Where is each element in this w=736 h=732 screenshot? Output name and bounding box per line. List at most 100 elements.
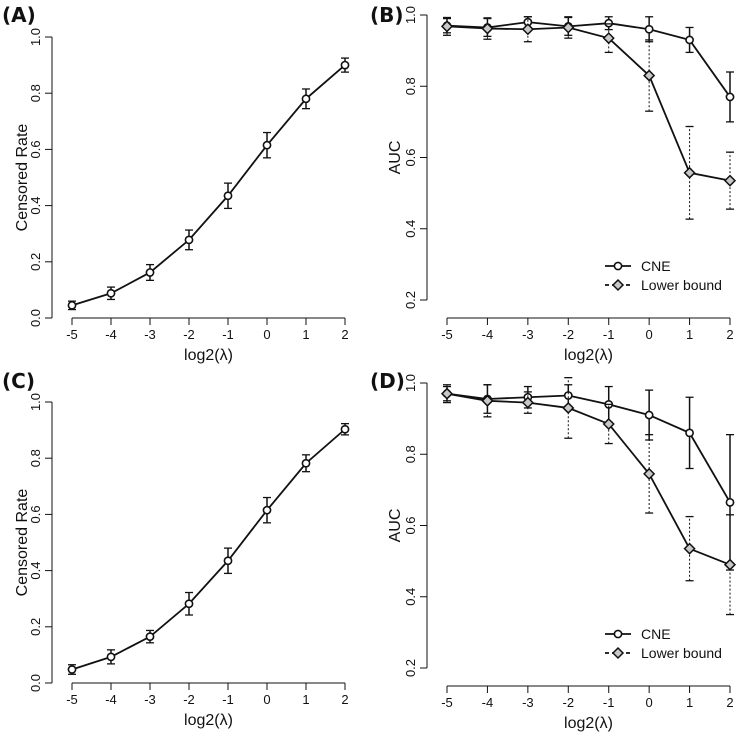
x-tick-label: -4 [482,695,494,710]
data-point [685,35,694,45]
x-tick-label: 2 [726,695,733,710]
series-line [446,392,731,566]
data-point [67,665,77,674]
legend-label: CNE [641,258,671,274]
legend-label: Lower bound [641,645,722,661]
x-tick-label: 1 [302,692,309,707]
series-line [446,392,731,503]
x-tick-label: -4 [105,327,117,342]
x-tick-label: -2 [183,692,195,707]
series-censored-rate [67,422,350,675]
x-tick-label: -3 [522,695,534,710]
data-point [145,632,155,642]
y-axis-title: Censored Rate [14,489,31,597]
legend: CNE Lower bound [605,626,722,661]
data-point [685,428,694,438]
series-lower-bound [440,377,736,616]
y-tick-label: 0.8 [403,445,418,463]
y-axis-title: AUC [387,509,404,543]
y-tick-label: 0.2 [403,659,418,677]
x-tick-label: 0 [646,327,653,342]
x-tick-label: 1 [302,327,309,342]
data-point [184,599,194,609]
x-tick-label: -5 [441,695,453,710]
x-tick-label: -4 [482,327,494,342]
x-tick-label: -5 [66,327,78,342]
x-tick-label: 2 [726,327,733,342]
legend-label: Lower bound [641,277,722,293]
x-tick-label: -4 [105,692,117,707]
data-point [604,18,614,28]
data-point [602,32,615,45]
data-point [723,558,736,571]
data-point [481,394,494,407]
data-point [563,391,573,400]
series-line [446,25,731,182]
data-point [562,21,575,34]
y-tick-label: 0.4 [28,197,43,215]
y-tick-label: 0.4 [403,220,418,238]
x-axis-title: log2(λ) [564,715,613,732]
y-tick-label: 0.2 [403,291,418,309]
y-tick-label: 1.0 [403,6,418,24]
data-point [67,300,77,310]
panel-label: (A) [2,3,36,27]
panel-label: (B) [370,3,404,27]
data-point [683,166,696,179]
chart-panel-4: (D) -5 -4 -3 -2 -1 0 1 2 log2(λ) 0.2 0.4 0.6 0.8 1.0 AU… [370,369,736,732]
data-point [223,556,233,566]
legend-marker [611,278,625,292]
data-point [301,94,311,104]
data-point [683,542,696,555]
data-point [644,24,654,34]
chart-panel-1: (A) -5 -4 -3 -2 -1 0 1 2 log2(λ) 0.0 0.2 0.4 0.6 0.8 1.… [2,3,350,364]
series-line [71,428,346,671]
x-axis-title: log2(λ) [564,347,613,364]
y-axis-title: Censored Rate [14,124,31,232]
data-point [340,424,350,434]
series-censored-rate [67,57,350,311]
series-cne [442,384,735,571]
y-tick-label: 0.0 [28,309,43,327]
legend: CNE Lower bound [605,258,722,293]
y-tick-label: 0.4 [28,562,43,580]
y-axis-title: AUC [387,141,404,175]
y-tick-label: 0.8 [403,77,418,95]
data-point [602,417,615,431]
x-tick-label: 1 [686,327,693,342]
series-line [71,64,346,307]
y-tick-label: 0.2 [28,618,43,636]
x-tick-label: 2 [341,327,348,342]
chart-panel-3: (C) -5 -4 -3 -2 -1 0 1 2 log2(λ) 0.0 0.2 0.4 0.6 0.8 1.… [2,369,350,729]
data-point [223,191,233,201]
data-point [643,69,656,82]
y-tick-label: 0.4 [403,588,418,606]
data-point [184,235,194,245]
x-axis-title: log2(λ) [184,347,233,364]
x-tick-label: -3 [144,692,156,707]
x-tick-label: -2 [563,327,575,342]
data-point [301,458,311,468]
data-point [521,396,534,409]
y-tick-label: 0.8 [28,84,43,102]
x-tick-label: 2 [341,692,348,707]
y-tick-label: 0.0 [28,674,43,692]
x-tick-label: -5 [441,327,453,342]
x-tick-label: -1 [603,695,615,710]
data-point [440,20,454,33]
chart-panel-2: (B) -5 -4 -3 -2 -1 0 1 2 log2(λ) 0.2 0.4 0.6 0.8 1.0 AU… [370,3,736,364]
y-tick-label: 1.0 [28,28,43,46]
legend-marker [613,629,623,639]
x-tick-label: -1 [222,692,234,707]
x-tick-label: 0 [646,695,653,710]
legend-label: CNE [641,626,671,642]
legend-marker [613,261,623,271]
x-tick-label: -1 [222,327,234,342]
x-tick-label: 0 [263,327,270,342]
panel-label: (D) [370,369,405,393]
data-point [521,23,534,36]
x-tick-label: -1 [603,327,615,342]
y-tick-label: 0.6 [28,505,43,523]
x-tick-label: 1 [686,695,693,710]
data-point [644,410,654,420]
